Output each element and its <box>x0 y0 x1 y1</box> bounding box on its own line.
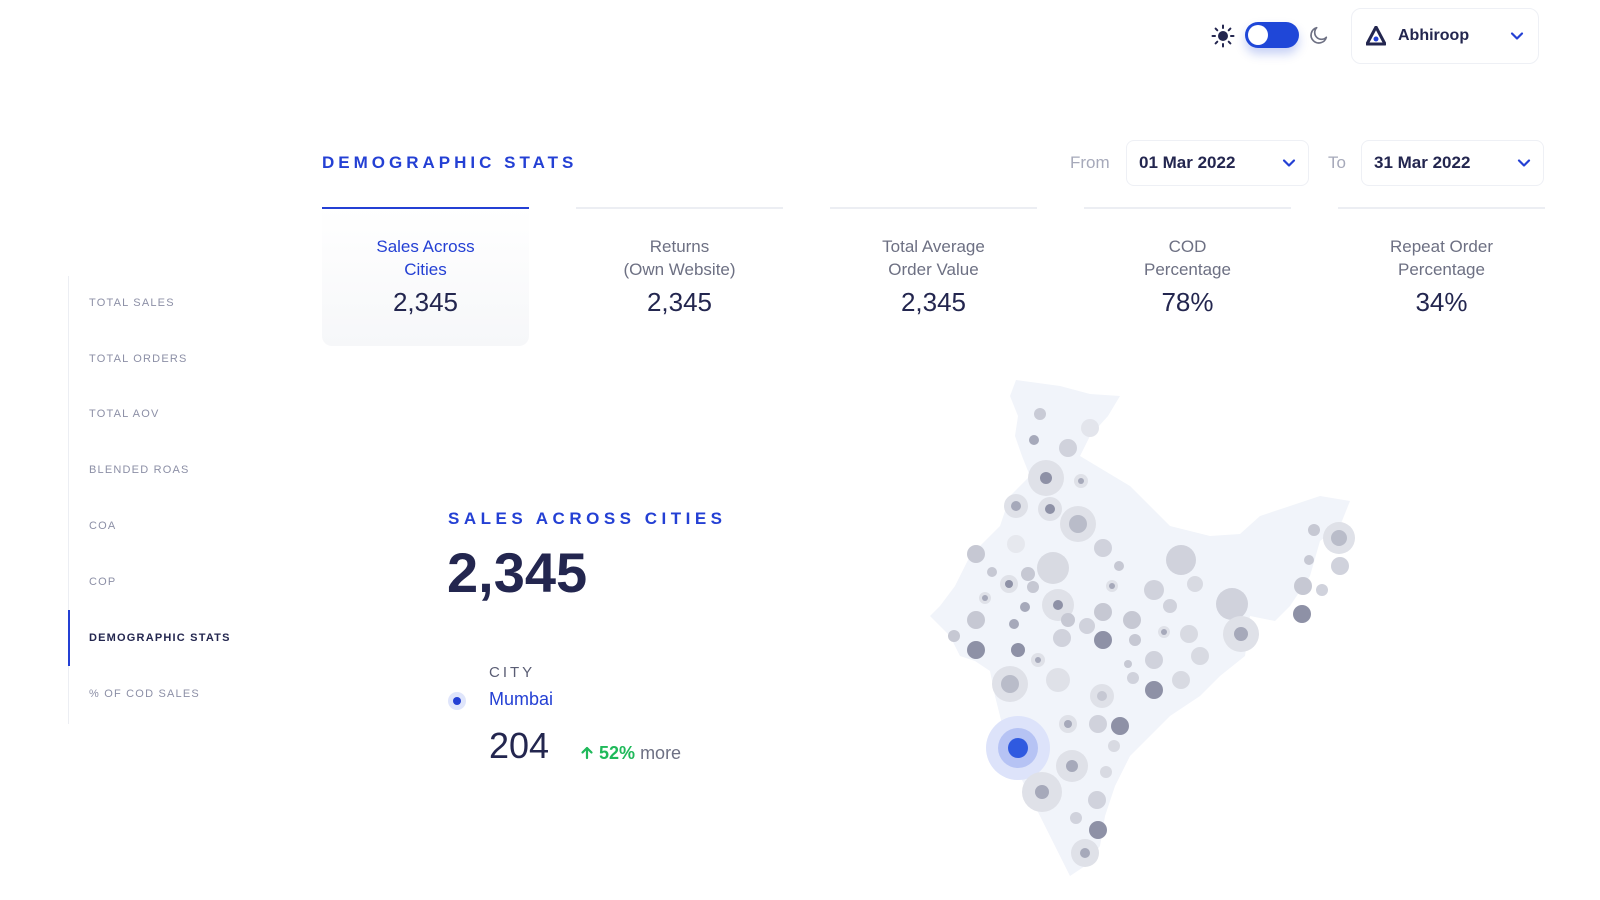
sidebar-item-blended-roas[interactable]: BLENDED ROAS <box>89 464 190 476</box>
tab-label: Sales Across Cities <box>376 237 475 279</box>
tab-label: Returns (Own Website) <box>623 237 736 279</box>
tab-value: 2,345 <box>900 287 967 317</box>
sidebar-item-cod-sales[interactable]: % OF COD SALES <box>89 688 200 700</box>
change-percent: 52% <box>599 743 636 763</box>
tab-value: 34% <box>1415 287 1468 317</box>
sidebar-item-total-sales[interactable]: TOTAL SALES <box>89 297 175 309</box>
sidebar-item-demographic-stats[interactable]: DEMOGRAPHIC STATS <box>89 632 231 644</box>
city-sales-value: 204 <box>489 725 550 766</box>
total-sales-value: 2,345 <box>447 541 588 604</box>
tab-value: 2,345 <box>646 287 713 317</box>
tab-value: 2,345 <box>392 287 459 317</box>
tab-indicator <box>830 207 1037 209</box>
change-indicator: 52% more <box>580 743 681 764</box>
sidebar-item-cop[interactable]: COP <box>89 576 117 588</box>
theme-toggle[interactable] <box>1245 22 1299 48</box>
change-text: more <box>640 743 682 763</box>
tab-indicator <box>322 207 529 209</box>
sidebar-active-indicator <box>68 610 70 666</box>
tab-cod-percentage[interactable]: COD Percentage 78% <box>1084 207 1291 346</box>
arrow-up-icon <box>581 746 593 760</box>
tab-indicator <box>1338 207 1545 209</box>
from-label: From <box>1070 153 1110 172</box>
tab-value: 78% <box>1161 287 1214 317</box>
toggle-knob <box>1248 25 1268 45</box>
page-title: DEMOGRAPHIC STATS <box>322 153 578 172</box>
chevron-down-icon <box>1517 159 1531 167</box>
tab-indicator <box>576 207 783 209</box>
section-title: SALES ACROSS CITIES <box>448 509 727 528</box>
india-sales-map[interactable] <box>930 376 1410 896</box>
moon-icon[interactable] <box>1308 24 1330 46</box>
brand-logo-icon <box>1366 26 1386 46</box>
to-date-select[interactable]: 31 Mar 2022 <box>1361 140 1544 186</box>
tab-repeat-order-percentage[interactable]: Repeat Order Percentage 34% <box>1338 207 1545 346</box>
india-map-shape <box>930 380 1350 876</box>
tab-returns[interactable]: Returns (Own Website) 2,345 <box>576 207 783 346</box>
to-label: To <box>1328 153 1346 172</box>
from-date-select[interactable]: 01 Mar 2022 <box>1126 140 1309 186</box>
tab-indicator <box>1084 207 1291 209</box>
from-date-value: 01 Mar 2022 <box>1139 153 1236 172</box>
selected-city-marker <box>448 692 466 710</box>
chevron-down-icon <box>1510 32 1524 40</box>
chevron-down-icon <box>1282 159 1296 167</box>
tab-total-average-order-value[interactable]: Total Average Order Value 2,345 <box>830 207 1037 346</box>
to-date-value: 31 Mar 2022 <box>1374 153 1471 172</box>
city-name[interactable]: Mumbai <box>489 689 554 709</box>
tab-label: COD Percentage <box>1144 237 1231 279</box>
tab-label: Total Average Order Value <box>882 237 985 279</box>
tab-sales-across-cities[interactable]: Sales Across Cities 2,345 <box>322 207 529 346</box>
user-name: Abhiroop <box>1398 27 1470 44</box>
sidebar-nav: TOTAL SALES TOTAL ORDERS TOTAL AOV BLEND… <box>68 276 268 724</box>
user-menu[interactable]: Abhiroop <box>1351 8 1539 64</box>
sidebar-item-total-aov[interactable]: TOTAL AOV <box>89 408 160 420</box>
sidebar-item-total-orders[interactable]: TOTAL ORDERS <box>89 353 188 365</box>
city-bubbles <box>948 408 1355 867</box>
tab-label: Repeat Order Percentage <box>1390 237 1493 279</box>
sun-icon[interactable] <box>1211 24 1235 48</box>
city-header: CITY <box>489 664 536 681</box>
sidebar-item-coa[interactable]: COA <box>89 520 117 532</box>
